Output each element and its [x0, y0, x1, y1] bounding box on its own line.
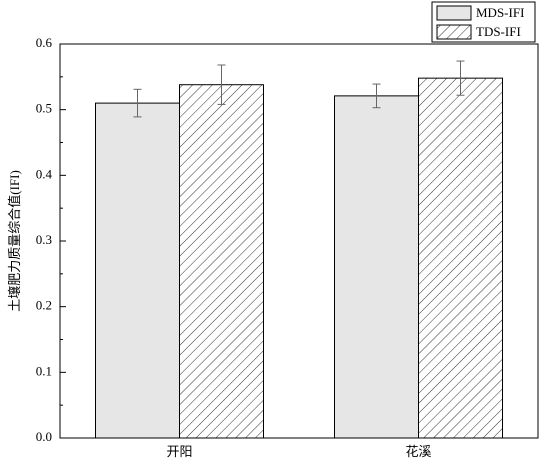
bar [334, 95, 419, 439]
x-tick-label: 花溪 [405, 444, 431, 459]
y-axis-label: 土壤肥力质量综合值(IFI) [7, 170, 22, 312]
plot-frame [59, 43, 539, 439]
y-tick-label: 0.3 [36, 232, 52, 247]
bar [179, 84, 264, 439]
bar [418, 77, 503, 439]
legend-swatch [436, 5, 472, 21]
legend-label: MDS-IFI [476, 5, 524, 20]
y-tick-label: 0.1 [36, 363, 52, 378]
y-tick-label: 0.4 [36, 166, 53, 181]
y-tick-label: 0.5 [36, 101, 52, 116]
y-tick-label: 0.2 [36, 298, 52, 313]
x-tick-label: 开阳 [166, 444, 192, 459]
legend-swatch [436, 24, 472, 40]
y-tick-label: 0.0 [36, 429, 52, 444]
bar [95, 102, 180, 439]
legend-label: TDS-IFI [476, 24, 521, 39]
y-tick-label: 0.6 [36, 35, 53, 50]
